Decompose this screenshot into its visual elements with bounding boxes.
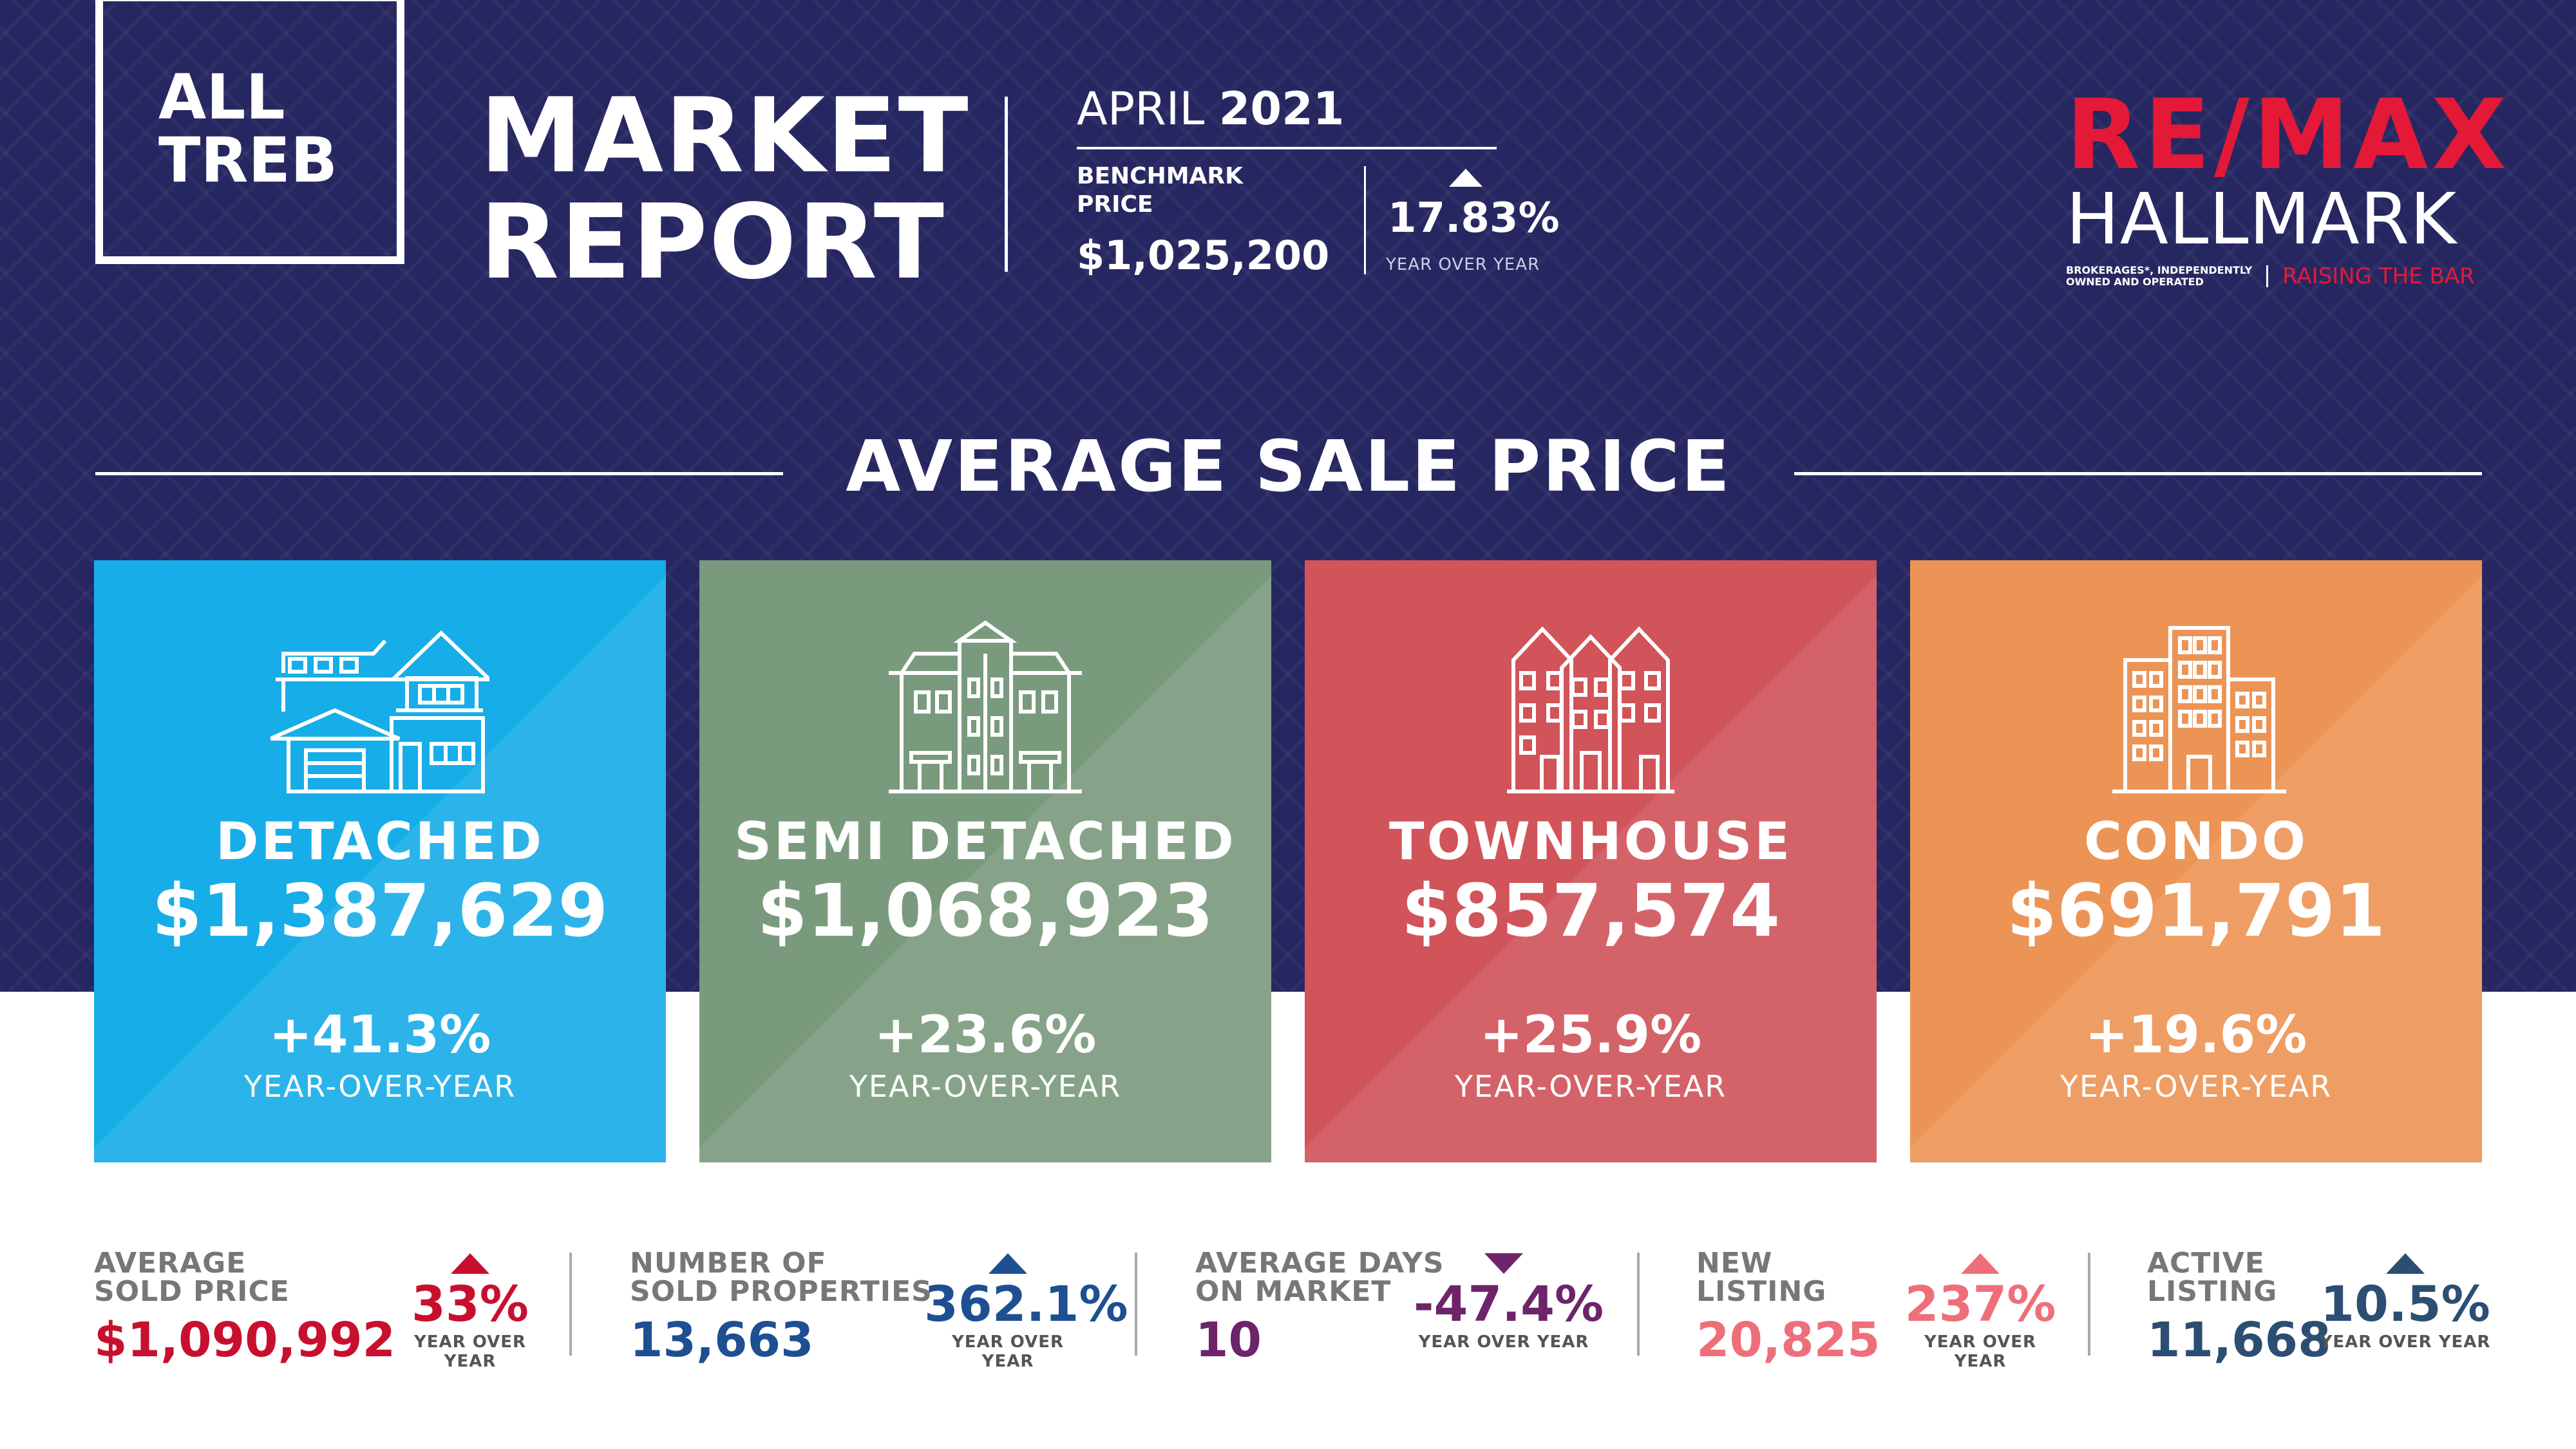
title-line-2: REPORT	[480, 182, 945, 302]
stat-value: 11,668	[2147, 1312, 2331, 1368]
stat-days-on-market: AVERAGE DAYS ON MARKET 10	[1195, 1249, 1444, 1368]
logo-brand: RE/MAX	[2066, 79, 2510, 191]
stat-label-2: SOLD PRICE	[94, 1275, 290, 1308]
benchmark-divider	[1364, 166, 1366, 274]
report-month: APRIL	[1077, 82, 1205, 135]
card-price: $1,387,629	[151, 869, 609, 953]
stat-divider	[1135, 1253, 1137, 1356]
stat-value: 13,663	[630, 1312, 814, 1368]
benchmark-label-1: BENCHMARK	[1077, 163, 1244, 189]
stat-change-block: 33% YEAR OVER YEAR	[396, 1253, 544, 1371]
benchmark-label-2: PRICE	[1077, 191, 1153, 218]
stat-label-2: ON MARKET	[1195, 1275, 1392, 1308]
box-line-2: TREB	[158, 124, 338, 196]
stat-value: 20,825	[1696, 1312, 1880, 1368]
stat-average-sold-price: AVERAGE SOLD PRICE $1,090,992	[94, 1249, 395, 1368]
stat-change: 237%	[1904, 1275, 2056, 1332]
stat-divider	[2088, 1253, 2090, 1356]
heading-rule-left	[95, 472, 783, 475]
arrow-up-icon	[1961, 1253, 2000, 1274]
card-change-label: YEAR-OVER-YEAR	[1454, 1069, 1727, 1104]
logo-small-2: OWNED AND OPERATED	[2066, 276, 2204, 288]
card-condo: CONDO $691,791 +19.6% YEAR-OVER-YEAR	[1910, 560, 2482, 1162]
stat-change-label: YEAR OVER YEAR	[2320, 1332, 2491, 1352]
condo-building-icon	[2112, 626, 2286, 793]
card-change-label: YEAR-OVER-YEAR	[2060, 1069, 2333, 1104]
stat-change-block: 362.1% YEAR OVER YEAR	[924, 1253, 1128, 1371]
card-price: $857,574	[1401, 869, 1781, 953]
detached-house-icon	[270, 630, 489, 793]
card-change: +19.6%	[2085, 1005, 2307, 1065]
townhouse-icon	[1507, 626, 1674, 793]
stat-change-label: YEAR OVER YEAR	[413, 1332, 527, 1371]
logo-name: HALLMARK	[2066, 178, 2458, 260]
stat-change-label: YEAR OVER YEAR	[951, 1332, 1065, 1371]
stat-change-block: 237% YEAR OVER YEAR	[1900, 1253, 2061, 1371]
box-line-1: ALL	[158, 61, 285, 133]
card-change: +23.6%	[874, 1005, 1097, 1065]
arrow-up-icon	[1449, 169, 1482, 187]
card-type: CONDO	[2083, 811, 2309, 871]
arrow-up-icon	[2386, 1253, 2425, 1274]
semi-detached-house-icon	[889, 620, 1082, 793]
arrow-up-icon	[989, 1253, 1027, 1274]
stat-label-2: SOLD PROPERTIES	[630, 1275, 933, 1308]
stat-change: 362.1%	[924, 1275, 1128, 1332]
stat-change-block: -47.4% YEAR OVER YEAR	[1414, 1253, 1604, 1352]
stat-label-2: LISTING	[1696, 1275, 1827, 1308]
stat-change: -47.4%	[1414, 1275, 1604, 1332]
report-year: 2021	[1218, 82, 1345, 135]
stat-number-sold: NUMBER OF SOLD PROPERTIES 13,663	[630, 1249, 933, 1368]
stat-label-1: NUMBER OF	[630, 1247, 827, 1280]
benchmark-change-label: YEAR OVER YEAR	[1386, 255, 1540, 274]
report-date: APRIL 2021	[1077, 82, 1344, 135]
stat-divider	[1637, 1253, 1640, 1356]
benchmark-change: 17.83%	[1388, 194, 1560, 242]
stat-value: 10	[1195, 1312, 1262, 1368]
stat-change-label: YEAR OVER YEAR	[1924, 1332, 2037, 1371]
card-change-label: YEAR-OVER-YEAR	[243, 1069, 516, 1104]
heading-rule-right	[1794, 472, 2482, 475]
section-title: AVERAGE SALE PRICE	[846, 425, 1732, 507]
card-price: $691,791	[2006, 869, 2386, 953]
all-treb-box: ALL TREB	[95, 0, 404, 264]
stat-divider	[569, 1253, 572, 1356]
logo-tagline: RAISING THE BAR	[2282, 263, 2475, 289]
stat-label-1: ACTIVE	[2147, 1247, 2265, 1280]
card-change: +41.3%	[269, 1005, 491, 1065]
stat-new-listing: NEW LISTING 20,825	[1696, 1249, 1880, 1368]
card-type: DETACHED	[215, 811, 545, 871]
card-type: TOWNHOUSE	[1389, 811, 1792, 871]
remax-logo: RE/MAX HALLMARK BROKERAGES*, INDEPENDENT…	[2066, 87, 2510, 289]
logo-small-1: BROKERAGES*, INDEPENDENTLY	[2066, 264, 2253, 276]
date-underline	[1077, 147, 1497, 149]
stat-value: $1,090,992	[94, 1312, 396, 1368]
page-title: MARKET REPORT	[480, 82, 970, 295]
stat-label-1: NEW	[1696, 1247, 1773, 1280]
stat-active-listing: ACTIVE LISTING 11,668	[2147, 1249, 2331, 1368]
card-semi-detached: SEMI DETACHED $1,068,923 +23.6% YEAR-OVE…	[699, 560, 1271, 1162]
card-price: $1,068,923	[757, 869, 1214, 953]
stat-change: 33%	[412, 1275, 529, 1332]
card-type: SEMI DETACHED	[734, 811, 1236, 871]
stat-label-1: AVERAGE DAYS	[1195, 1247, 1444, 1280]
stat-change-block: 10.5% YEAR OVER YEAR	[2318, 1253, 2492, 1352]
arrow-up-icon	[451, 1253, 489, 1274]
stat-change: 10.5%	[2320, 1275, 2490, 1332]
stat-label-1: AVERAGE	[94, 1247, 247, 1280]
header-divider	[1005, 97, 1008, 272]
benchmark-label: BENCHMARK PRICE	[1077, 162, 1243, 219]
benchmark-price: $1,025,200	[1077, 232, 1330, 279]
card-townhouse: TOWNHOUSE $857,574 +25.9% YEAR-OVER-YEAR	[1305, 560, 1877, 1162]
card-detached: DETACHED $1,387,629 +41.3% YEAR-OVER-YEA…	[94, 560, 666, 1162]
logo-divider	[2266, 265, 2269, 287]
card-change-label: YEAR-OVER-YEAR	[849, 1069, 1122, 1104]
stat-label-2: LISTING	[2147, 1275, 2278, 1308]
arrow-down-icon	[1484, 1253, 1523, 1274]
title-line-1: MARKET	[480, 75, 970, 196]
stat-change-label: YEAR OVER YEAR	[1418, 1332, 1589, 1352]
card-change: +25.9%	[1479, 1005, 1702, 1065]
